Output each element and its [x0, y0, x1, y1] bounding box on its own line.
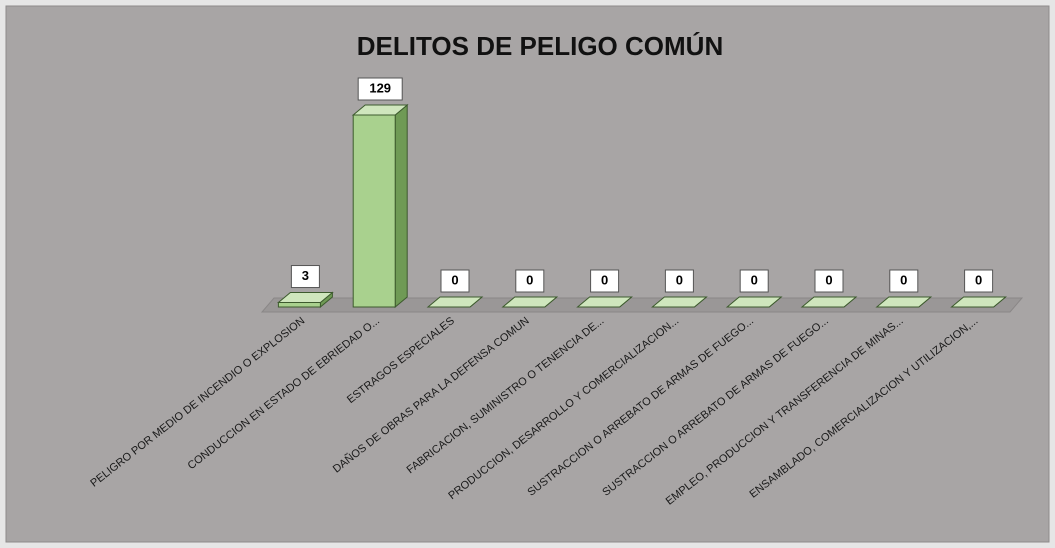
bar-top: [800, 296, 858, 308]
bar-top: [426, 296, 484, 308]
bar-top: [725, 296, 783, 308]
value-label: 0: [900, 272, 907, 287]
value-label: 3: [302, 268, 309, 283]
bar: [651, 296, 708, 308]
value-label-box: [889, 269, 919, 293]
bar: [950, 296, 1007, 308]
bar-top: [950, 296, 1007, 308]
bar: [501, 296, 559, 308]
value-label-box: [739, 269, 769, 293]
value-label-box: [440, 269, 470, 293]
value-label: 0: [676, 272, 683, 287]
bar-front: [277, 302, 321, 308]
value-label-box: [515, 269, 545, 293]
bar: [800, 296, 858, 308]
bar: [875, 296, 933, 308]
bar-front: [352, 114, 396, 308]
value-label: 0: [526, 272, 533, 287]
bar-top: [501, 296, 559, 308]
bar: [426, 296, 484, 308]
bar: [351, 103, 409, 309]
value-label: 129: [369, 80, 391, 95]
value-label: 0: [825, 272, 832, 287]
chart-title: DELITOS DE PELIGO COMÚN: [357, 31, 723, 61]
value-label-box: [290, 265, 320, 289]
bar-top: [651, 296, 708, 308]
value-label-box: [814, 269, 844, 293]
bar-top: [875, 296, 933, 308]
value-label-box: [357, 77, 403, 101]
value-label-box: [664, 269, 694, 293]
value-label: 0: [751, 272, 758, 287]
bar-top: [576, 296, 633, 308]
bar: [576, 296, 633, 308]
bar-side: [394, 103, 408, 309]
value-label: 0: [975, 272, 982, 287]
value-label: 0: [601, 272, 608, 287]
value-label: 0: [451, 272, 458, 287]
bar-top: [351, 104, 409, 116]
value-label-box: [964, 269, 994, 293]
bar: [725, 296, 783, 308]
value-label-box: [590, 269, 620, 293]
bar-top: [277, 292, 334, 304]
bar: [277, 291, 334, 309]
